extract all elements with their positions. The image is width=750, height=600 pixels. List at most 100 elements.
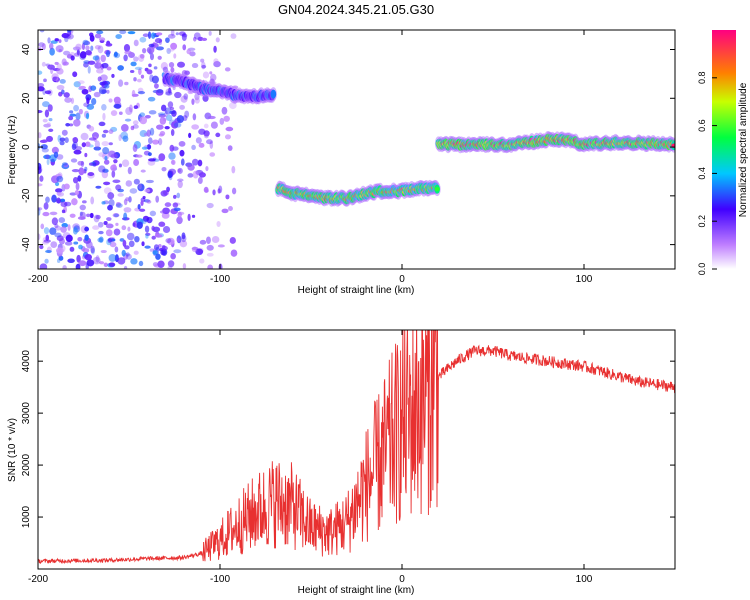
spectrogram-noise-point	[101, 62, 109, 69]
spectrogram-noise-point	[95, 214, 101, 220]
spectrogram-noise-point	[146, 69, 153, 75]
spectrogram-noise-point	[80, 160, 85, 167]
spectrogram-noise-point	[102, 147, 110, 155]
spectrogram-noise-point	[74, 146, 83, 151]
spectrogram-noise-point	[82, 39, 89, 46]
spectrogram-noise-point	[118, 163, 122, 168]
spectrogram-noise-point	[159, 130, 166, 136]
spectrogram-noise-point	[112, 179, 121, 184]
spectrogram-noise-point	[154, 233, 163, 238]
spectrogram-noise-point	[83, 102, 90, 108]
spectrogram-noise-point	[184, 110, 190, 118]
spectrogram-noise-point	[133, 178, 140, 185]
spectrogram-noise-point	[124, 50, 132, 55]
spectrogram-noise-point	[38, 183, 43, 187]
spectrogram-noise-point	[78, 167, 85, 176]
spectrogram-noise-point	[209, 140, 214, 149]
spectrogram-noise-point	[127, 226, 131, 232]
spectrogram-noise-point	[145, 179, 154, 184]
spectrogram-noise-point	[165, 238, 172, 244]
spectrogram-noise-point	[176, 192, 181, 199]
spectrogram-noise-point	[126, 232, 135, 241]
spectrogram-noise-point	[176, 115, 184, 124]
spectrogram-noise-point	[54, 61, 59, 65]
spectrogram-noise-point	[103, 262, 109, 268]
spectrogram-noise-point	[221, 208, 229, 214]
spectrogram-noise-point	[149, 74, 154, 82]
spectrogram-noise-point	[43, 227, 50, 235]
spectrogram-noise-point	[145, 233, 149, 239]
spectrogram-noise-point	[150, 32, 156, 39]
spectrogram-noise-point	[213, 58, 219, 65]
spectrogram-noise-point	[192, 113, 197, 121]
spectrogram-noise-point	[195, 137, 202, 144]
spectrogram-noise-point	[95, 185, 102, 189]
spectrogram-noise-point	[158, 153, 166, 162]
spectrogram-noise-point	[173, 207, 181, 212]
spectrogram-noise-point	[125, 180, 133, 187]
spectrogram-noise-point	[64, 137, 69, 144]
spectrogram-noise-point	[148, 110, 157, 115]
spectrogram-noise-point	[119, 30, 127, 35]
spectrogram-noise-point	[199, 258, 205, 264]
spectrogram-noise-point	[97, 45, 104, 54]
spectrogram-noise-point	[38, 70, 43, 75]
spectrogram-noise-point	[228, 206, 233, 211]
colorbar-tick-label: 0.2	[697, 215, 707, 228]
spectrogram-noise-point	[178, 141, 186, 147]
spectrogram-track-core	[434, 186, 440, 192]
spectrogram-noise-point	[133, 158, 140, 166]
spectrogram-noise-point	[97, 60, 102, 67]
spectrogram-noise-point	[44, 109, 50, 118]
spectrogram-noise-point	[192, 170, 199, 179]
spectrogram-noise-point	[123, 54, 128, 62]
snr-ytick-label: 4000	[21, 350, 32, 373]
spectrogram-noise-point	[118, 134, 122, 142]
spectrogram-noise-point	[135, 154, 143, 158]
spectrogram-noise-point	[230, 33, 237, 39]
spectrogram-noise-point	[180, 95, 188, 103]
spectrogram-noise-point	[198, 128, 206, 135]
spectrogram-noise-point	[84, 166, 88, 172]
spectrogram-ytick-label: -20	[21, 188, 32, 203]
spectrogram-noise-point	[93, 146, 102, 151]
spectrogram-noise-point	[151, 225, 155, 231]
spectrogram-noise-point	[224, 134, 231, 140]
colorbar: 0.0 0.2 0.4 0.6 0.8 Normalized spectral ampl…	[697, 30, 749, 275]
spectrogram-noise-point	[177, 178, 184, 182]
spectrogram-noise-point	[197, 159, 203, 167]
spectrogram-noise-point	[123, 44, 131, 52]
spectrogram-noise-point	[87, 172, 95, 177]
spectrogram-noise-point	[130, 258, 138, 265]
spectrogram-noise-point	[113, 159, 118, 164]
spectrogram-noise-point	[171, 159, 176, 165]
spectrogram-noise-point	[41, 147, 49, 153]
spectrogram-noise-point	[113, 228, 121, 236]
spectrogram-noise-point	[208, 30, 212, 36]
spectrogram-noise-point	[157, 260, 165, 268]
spectrogram-noise-point	[61, 129, 68, 136]
spectrogram-noise-point	[95, 255, 100, 263]
spectrogram-noise-point	[85, 45, 90, 51]
spectrogram-noise-point	[87, 60, 96, 65]
spectrogram-noise-point	[102, 129, 109, 134]
spectrogram-noise-point	[75, 182, 80, 191]
spectrogram-noise-point	[63, 34, 71, 39]
spectrogram-noise-point	[200, 58, 205, 63]
spectrogram-noise-point	[216, 220, 221, 227]
spectrogram-noise-point	[144, 245, 151, 249]
spectrogram-noise-point	[40, 144, 48, 150]
spectrogram-noise-point	[170, 42, 178, 50]
spectrogram-noise-point	[80, 132, 89, 141]
spectrogram-noise-point	[209, 71, 213, 75]
spectrogram-noise-point	[124, 245, 130, 250]
spectrogram-noise-point	[146, 199, 152, 204]
spectrogram-noise-point	[191, 214, 196, 218]
snr-plot-area	[38, 330, 675, 565]
spectrogram-noise-point	[73, 104, 80, 112]
spectrogram-noise-point	[141, 241, 145, 247]
spectrogram-noise-point	[128, 240, 135, 248]
spectrogram-noise-point	[167, 48, 175, 52]
spectrogram-noise-point	[149, 52, 155, 61]
spectrogram-plot-area	[38, 30, 675, 269]
